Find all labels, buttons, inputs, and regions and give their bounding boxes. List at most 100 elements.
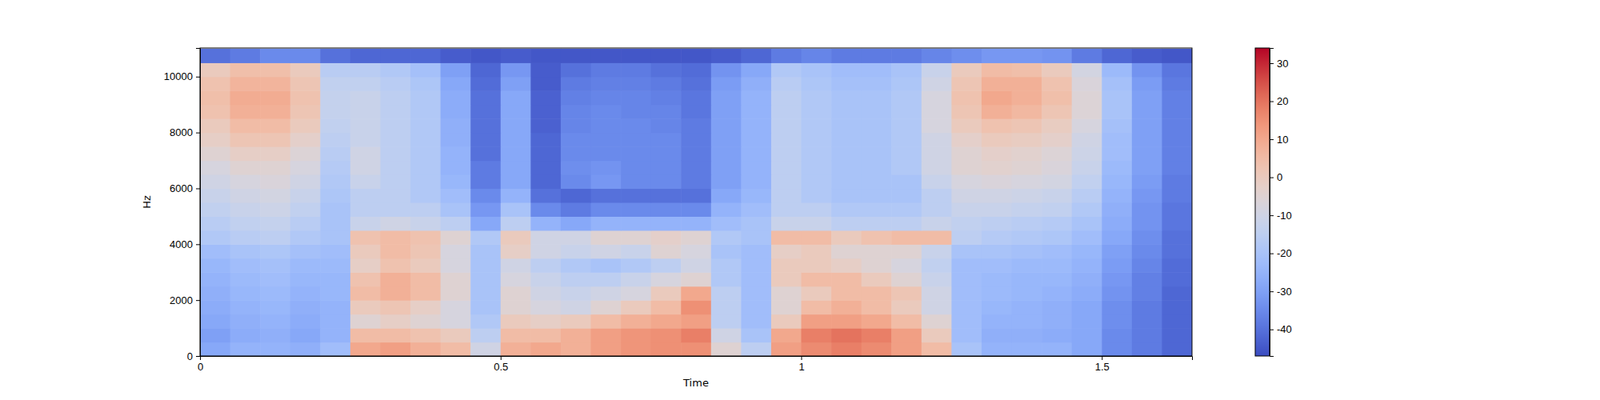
heatmap-cell <box>1072 300 1103 315</box>
heatmap-cell <box>680 188 712 203</box>
heatmap-cell <box>560 258 592 273</box>
heatmap-cell <box>1072 132 1103 148</box>
heatmap-cell <box>470 76 501 92</box>
heatmap-cell <box>1012 174 1043 189</box>
heatmap-cell <box>620 90 652 105</box>
heatmap-cell <box>380 118 411 133</box>
heatmap-cell <box>500 160 532 176</box>
heatmap-cell <box>590 188 621 203</box>
heatmap-cell <box>1132 216 1163 231</box>
heatmap-cell <box>1012 118 1043 133</box>
heatmap-cell <box>620 216 652 231</box>
heatmap-cell <box>470 342 501 356</box>
tick-mark <box>1269 291 1274 292</box>
heatmap-cell <box>711 160 742 176</box>
heatmap-cell <box>290 286 321 301</box>
heatmap-cell <box>771 314 802 329</box>
heatmap-cell <box>410 174 441 189</box>
heatmap-cell <box>1132 90 1163 105</box>
tick-mark <box>196 188 200 189</box>
heatmap-cell <box>680 230 712 245</box>
heatmap-cell <box>711 146 742 161</box>
heatmap-cell <box>711 272 742 287</box>
heatmap-cell <box>1132 272 1163 287</box>
heatmap-cell <box>680 118 712 133</box>
heatmap-cell <box>260 202 291 217</box>
heatmap-cell <box>1012 216 1043 231</box>
heatmap-cell <box>200 328 231 343</box>
heatmap-cell <box>651 174 682 189</box>
heatmap-cell <box>801 300 832 315</box>
heatmap-cell <box>440 76 472 92</box>
heatmap-cell <box>320 230 351 245</box>
heatmap-cell <box>440 328 472 343</box>
heatmap-cell <box>350 202 381 217</box>
heatmap-cell <box>470 202 501 217</box>
tick-label: 20 <box>1276 95 1288 108</box>
heatmap-cell <box>620 48 652 64</box>
heatmap-cell <box>560 90 592 105</box>
heatmap-cell <box>1012 258 1043 273</box>
heatmap-cell <box>230 216 261 231</box>
heatmap-cell <box>891 244 922 259</box>
heatmap-cell <box>530 230 561 245</box>
heatmap-cell <box>861 132 892 148</box>
heatmap-cell <box>560 300 592 315</box>
heatmap-cell <box>861 104 892 120</box>
heatmap-cell <box>1072 258 1103 273</box>
heatmap-cell <box>380 76 411 92</box>
heatmap-cell <box>891 258 922 273</box>
axis-line <box>200 356 1193 361</box>
heatmap-cell <box>410 230 441 245</box>
heatmap-cell <box>951 272 982 287</box>
heatmap-cell <box>740 272 772 287</box>
heatmap-cell <box>500 216 532 231</box>
heatmap-cell <box>230 160 261 176</box>
heatmap-cell <box>831 342 862 356</box>
heatmap-cell <box>801 188 832 203</box>
heatmap-cell <box>1161 188 1192 203</box>
heatmap-cell <box>560 328 592 343</box>
heatmap-cell <box>470 230 501 245</box>
heatmap-cell <box>1101 174 1132 189</box>
heatmap-cell <box>801 328 832 343</box>
heatmap-cell <box>711 76 742 92</box>
heatmap-cell <box>651 328 682 343</box>
heatmap-cell <box>200 160 231 176</box>
heatmap-cell <box>230 104 261 120</box>
heatmap-cell <box>320 314 351 329</box>
heatmap-cell <box>590 244 621 259</box>
tick: 0 <box>197 356 204 373</box>
heatmap-cell <box>651 272 682 287</box>
heatmap-cell <box>290 202 321 217</box>
heatmap-cell <box>1012 328 1043 343</box>
heatmap-cell <box>530 244 561 259</box>
heatmap-cell <box>951 314 982 329</box>
heatmap-cell <box>951 118 982 133</box>
heatmap-cell <box>200 132 231 148</box>
heatmap-cell <box>500 244 532 259</box>
tick-mark <box>801 356 803 360</box>
heatmap-cell <box>680 76 712 92</box>
heatmap-cell <box>1012 188 1043 203</box>
tick: 0 <box>187 350 200 363</box>
heatmap-cell <box>260 230 291 245</box>
heatmap-cell <box>740 76 772 92</box>
heatmap-cell <box>470 174 501 189</box>
heatmap-cell <box>200 314 231 329</box>
heatmap-cell <box>740 188 772 203</box>
heatmap-cell <box>1101 104 1132 120</box>
heatmap-cell <box>380 90 411 105</box>
heatmap-cell <box>740 244 772 259</box>
heatmap-cell <box>590 300 621 315</box>
heatmap-cell <box>680 244 712 259</box>
heatmap-cell <box>1132 160 1163 176</box>
heatmap-cell <box>951 160 982 176</box>
heatmap-cell <box>1041 48 1072 64</box>
tick-label: 2000 <box>169 294 193 307</box>
heatmap-cell <box>861 314 892 329</box>
heatmap-cell <box>290 118 321 133</box>
heatmap-cell <box>410 76 441 92</box>
heatmap-cell <box>951 258 982 273</box>
heatmap-cell <box>951 146 982 161</box>
